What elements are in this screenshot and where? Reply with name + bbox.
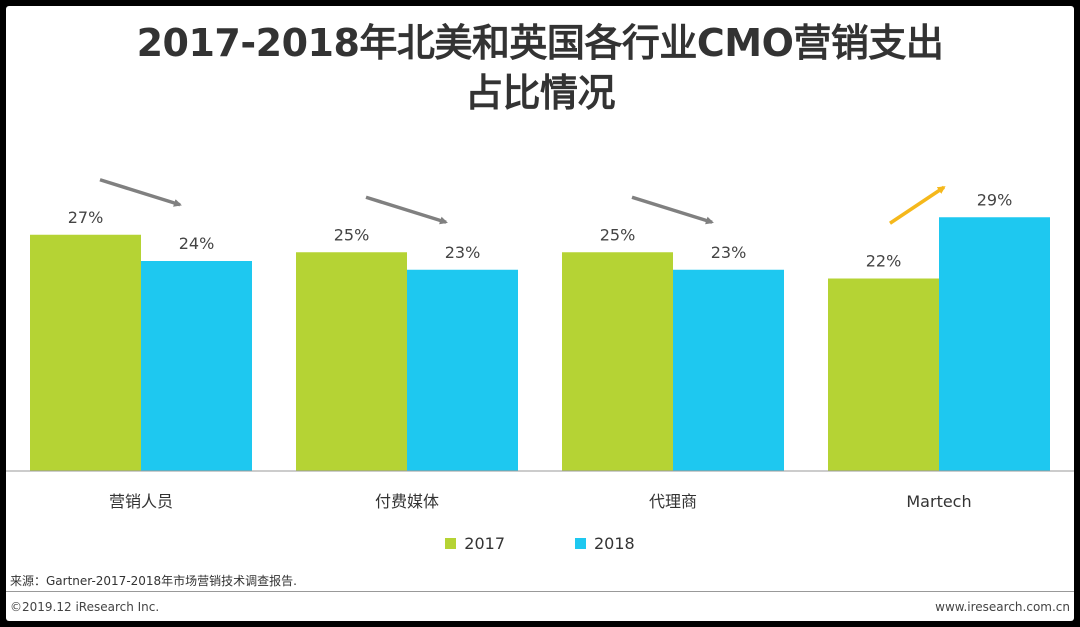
slide: 2017-2018年北美和英国各行业CMO营销支出 占比情况 27% 24% 营销人… bbox=[6, 6, 1074, 621]
legend-swatch-2018 bbox=[575, 538, 586, 549]
footer-divider bbox=[6, 591, 1074, 592]
bar-2018-3 bbox=[939, 217, 1050, 471]
bar-2017-2 bbox=[562, 252, 673, 471]
title-line-2: 占比情况 bbox=[464, 71, 616, 115]
bar-2018-1 bbox=[407, 269, 518, 471]
category-label-1: 付费媒体 bbox=[375, 492, 439, 511]
legend-item-2018: 2018 bbox=[575, 534, 635, 553]
category-label-2: 代理商 bbox=[649, 492, 697, 511]
data-label-2017-3: 22% bbox=[866, 252, 902, 271]
data-label-2018-1: 23% bbox=[445, 243, 481, 262]
data-label-2018-3: 29% bbox=[977, 190, 1013, 209]
data-label-2017-0: 27% bbox=[68, 208, 104, 227]
trend-arrow-down-0 bbox=[99, 178, 182, 207]
website-link[interactable]: www.iresearch.com.cn bbox=[935, 600, 1070, 614]
bar-2018-0 bbox=[141, 261, 252, 471]
bar-2018-2 bbox=[673, 269, 784, 471]
data-label-2017-1: 25% bbox=[334, 225, 370, 244]
data-label-2018-2: 23% bbox=[711, 243, 747, 262]
bar-2017-1 bbox=[296, 252, 407, 471]
legend: 2017 2018 bbox=[6, 534, 1074, 553]
legend-swatch-2017 bbox=[445, 538, 457, 549]
trend-arrow-up-3 bbox=[889, 185, 946, 225]
trend-arrow-down-1 bbox=[365, 195, 448, 225]
category-label-3: Martech bbox=[906, 492, 971, 511]
category-label-0: 营销人员 bbox=[109, 492, 173, 511]
source-note: 来源：Gartner-2017-2018年市场营销技术调查报告. bbox=[10, 574, 297, 588]
copyright: ©2019.12 iResearch Inc. bbox=[10, 600, 160, 614]
legend-label-2018: 2018 bbox=[594, 534, 635, 553]
title-line-1: 2017-2018年北美和英国各行业CMO营销支出 bbox=[136, 21, 944, 65]
data-label-2018-0: 24% bbox=[179, 234, 215, 253]
trend-arrow-down-2 bbox=[631, 195, 714, 225]
chart-title: 2017-2018年北美和英国各行业CMO营销支出 占比情况 bbox=[6, 18, 1074, 118]
legend-label-2017: 2017 bbox=[464, 534, 505, 553]
bar-2017-3 bbox=[828, 278, 939, 471]
legend-item-2017: 2017 bbox=[445, 534, 505, 553]
data-label-2017-2: 25% bbox=[600, 225, 636, 244]
bar-chart: 27% 24% 营销人员 25% 23% 付费媒体 25% 23% 代理商 22% 29% Marte… bbox=[6, 178, 1074, 511]
bar-2017-0 bbox=[30, 234, 141, 471]
